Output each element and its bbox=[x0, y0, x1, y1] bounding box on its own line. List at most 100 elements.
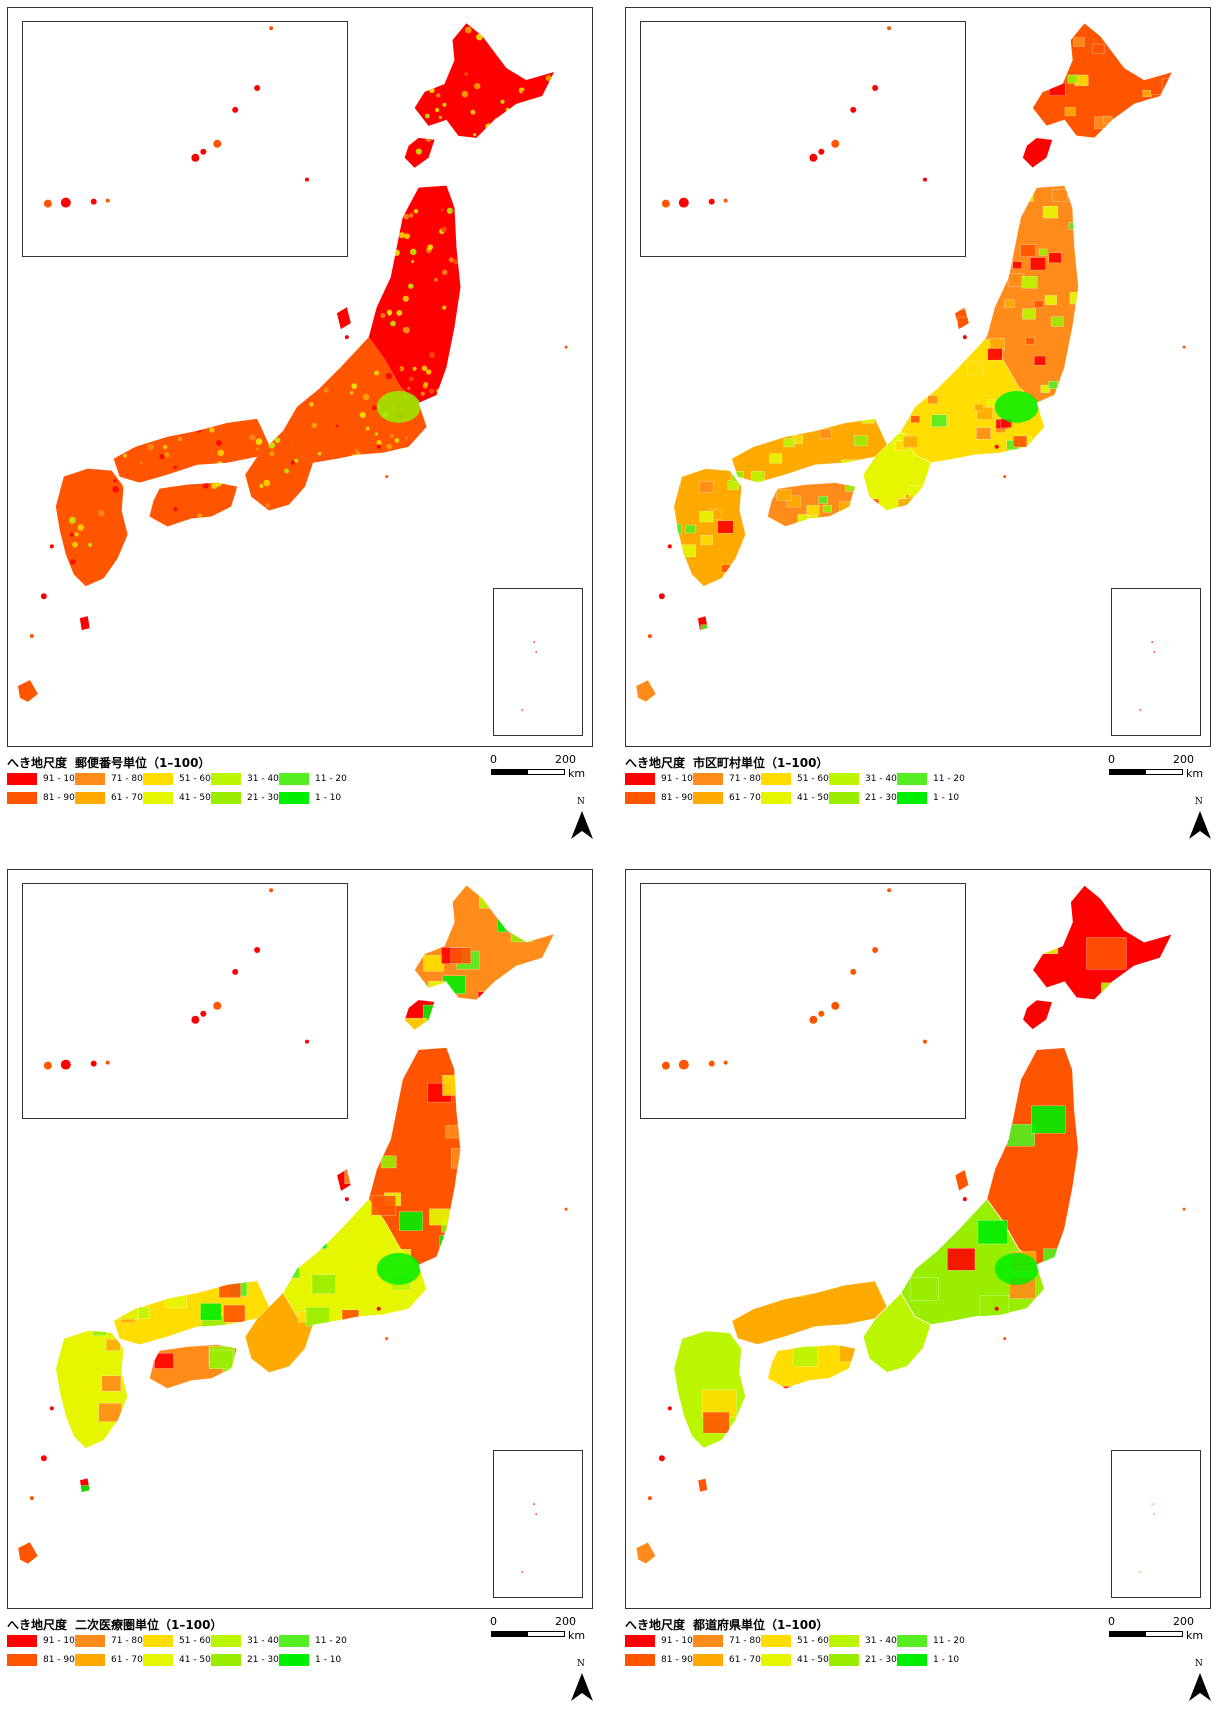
inset-frame-remote bbox=[1111, 1450, 1201, 1598]
inset-frame-remote bbox=[493, 1450, 583, 1598]
north-arrow-icon bbox=[1189, 1673, 1211, 1701]
legend-swatch bbox=[7, 1635, 37, 1647]
legend-swatch bbox=[761, 1654, 791, 1666]
legend-item: 81 - 90 bbox=[625, 792, 693, 804]
legend-label: 91 - 100 bbox=[661, 774, 699, 784]
scale-end: 200 bbox=[1173, 753, 1194, 766]
scale-bar: 0 200 km bbox=[490, 1615, 590, 1645]
legend-swatch bbox=[211, 1654, 241, 1666]
legend-item: 1 - 10 bbox=[279, 792, 341, 804]
legend-item: 21 - 30 bbox=[211, 792, 279, 804]
legend-label: 1 - 10 bbox=[933, 793, 960, 803]
legend-swatch bbox=[279, 1654, 309, 1666]
legend-item: 51 - 60 bbox=[143, 1635, 211, 1647]
legend-label: 31 - 40 bbox=[865, 774, 897, 784]
inset-island bbox=[304, 177, 309, 182]
inset-island bbox=[304, 1039, 309, 1044]
legend-swatch bbox=[761, 773, 791, 785]
legend-item: 1 - 10 bbox=[897, 792, 959, 804]
legend-item: 61 - 70 bbox=[693, 1654, 761, 1666]
legend-item: 81 - 90 bbox=[7, 1654, 75, 1666]
legend-swatch bbox=[897, 1635, 927, 1647]
legend-title: へき地尺度 都道府県単位（1–100） bbox=[625, 1616, 836, 1633]
inset-island bbox=[533, 1503, 535, 1505]
inset-island bbox=[213, 1001, 222, 1010]
island bbox=[376, 444, 381, 449]
region-shikoku bbox=[767, 1344, 856, 1389]
region-hokkaido bbox=[414, 884, 555, 1001]
legend-item: 21 - 30 bbox=[829, 792, 897, 804]
kanto-area bbox=[376, 390, 421, 423]
legend-label: 81 - 90 bbox=[661, 793, 693, 803]
island bbox=[658, 593, 665, 600]
legend-label: 81 - 90 bbox=[661, 1655, 693, 1665]
scale-bar-graphic bbox=[1109, 1631, 1183, 1637]
map-frame bbox=[7, 7, 593, 747]
legend-label: 41 - 50 bbox=[179, 793, 211, 803]
island bbox=[647, 634, 652, 639]
inset-island bbox=[661, 199, 670, 208]
legend-label: 21 - 30 bbox=[247, 1655, 279, 1665]
island bbox=[40, 593, 47, 600]
island bbox=[564, 345, 568, 349]
inset-island bbox=[1139, 1571, 1142, 1573]
legend-swatch bbox=[75, 773, 105, 785]
inset-island bbox=[678, 197, 689, 208]
legend-label: 61 - 70 bbox=[729, 1655, 761, 1665]
map-panel-prefecture: へき地尺度 都道府県単位（1–100） 91 - 100 81 - 90 71 - 80… bbox=[618, 862, 1218, 1712]
legend-item: 1 - 10 bbox=[897, 1654, 959, 1666]
island bbox=[29, 634, 34, 639]
map-frame bbox=[7, 869, 593, 1609]
legend-item: 31 - 40 bbox=[211, 773, 279, 785]
legend-title: へき地尺度 二次医療圏単位（1–100） bbox=[7, 1616, 230, 1633]
inset-island bbox=[43, 199, 52, 208]
inset-frame-islands bbox=[22, 21, 348, 257]
kanto-area bbox=[376, 1252, 421, 1285]
scale-bar: 0 200 km bbox=[1108, 753, 1208, 783]
region-okinawa bbox=[17, 1541, 39, 1565]
legend-swatch bbox=[211, 773, 241, 785]
scale-unit: km bbox=[1186, 767, 1204, 780]
legend-swatch bbox=[829, 792, 859, 804]
inset-island bbox=[213, 139, 222, 148]
region-sado bbox=[336, 307, 351, 330]
legend-item: 51 - 60 bbox=[761, 1635, 829, 1647]
north-label: N bbox=[577, 797, 585, 807]
legend-title-unit: 郵便番号単位（1–100） bbox=[75, 756, 211, 770]
inset-island bbox=[922, 1039, 927, 1044]
legend-label: 71 - 80 bbox=[729, 774, 761, 784]
inset-island bbox=[661, 1061, 670, 1070]
inset-island bbox=[818, 1010, 825, 1017]
inset-island bbox=[232, 968, 239, 975]
island bbox=[385, 1337, 389, 1341]
legend-label: 71 - 80 bbox=[729, 1636, 761, 1646]
kanto-area bbox=[994, 1252, 1039, 1285]
island bbox=[647, 1496, 652, 1501]
inset-island bbox=[535, 651, 537, 653]
region-hokkaido bbox=[414, 23, 555, 138]
inset-island bbox=[708, 1060, 715, 1067]
map-frame bbox=[625, 7, 1211, 747]
legend-label: 51 - 60 bbox=[797, 1636, 829, 1646]
legend-swatch bbox=[693, 792, 723, 804]
legend-label: 41 - 50 bbox=[797, 793, 829, 803]
legend-swatch bbox=[693, 773, 723, 785]
inset-island bbox=[872, 947, 879, 953]
inset-island bbox=[269, 888, 274, 893]
inset-island bbox=[1153, 651, 1155, 653]
legend-label: 41 - 50 bbox=[797, 1655, 829, 1665]
legend-swatch bbox=[279, 773, 309, 785]
region-chubu bbox=[283, 337, 427, 463]
inset-island bbox=[1153, 1513, 1155, 1515]
inset-island bbox=[818, 148, 825, 155]
legend-label: 51 - 60 bbox=[179, 1636, 211, 1646]
legend-swatch bbox=[211, 1635, 241, 1647]
legend-swatch bbox=[761, 1635, 791, 1647]
legend-swatch bbox=[693, 1635, 723, 1647]
inset-island bbox=[269, 26, 274, 31]
inset-island bbox=[232, 106, 239, 113]
island bbox=[658, 1455, 665, 1462]
north-label: N bbox=[1195, 1659, 1203, 1669]
legend-item: 61 - 70 bbox=[75, 1654, 143, 1666]
legend-item: 61 - 70 bbox=[693, 792, 761, 804]
